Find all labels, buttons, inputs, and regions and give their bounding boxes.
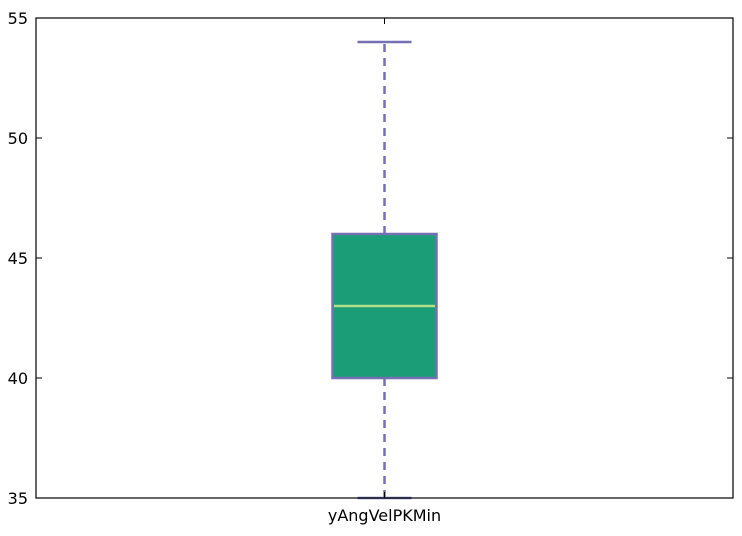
axes-group: yAngVelPKMin 35 40 45 50 55 xyxy=(8,9,734,525)
x-tick-label: yAngVelPKMin xyxy=(328,506,441,525)
plot-frame xyxy=(35,17,734,499)
y-tick-label: 55 xyxy=(8,9,28,28)
y-tick-label: 40 xyxy=(8,369,28,388)
y-tick-label: 35 xyxy=(8,489,28,508)
plot-marks xyxy=(331,40,438,500)
y-tick-label: 45 xyxy=(8,249,28,268)
y-tick-label: 50 xyxy=(8,129,28,148)
